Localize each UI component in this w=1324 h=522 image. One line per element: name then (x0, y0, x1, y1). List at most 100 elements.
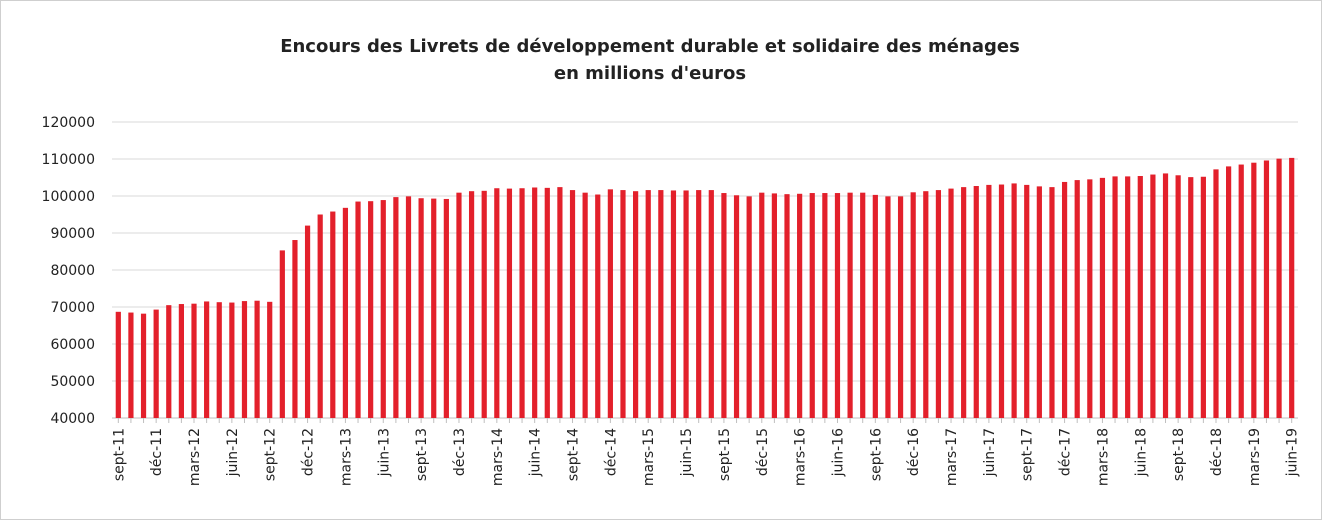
bar (847, 192, 853, 418)
bar (342, 207, 349, 418)
bar (1251, 162, 1257, 418)
x-tick-label: sept-18 (1171, 428, 1187, 481)
y-tick-label: 90000 (50, 226, 95, 242)
bar (1238, 164, 1244, 418)
bar (279, 250, 285, 418)
bar (1137, 176, 1143, 418)
bar (935, 190, 942, 418)
bar (696, 190, 702, 418)
bar (1024, 184, 1030, 418)
bar (393, 197, 399, 418)
bar (380, 200, 386, 418)
bar (910, 192, 916, 418)
bar (658, 190, 664, 418)
bar (923, 191, 929, 418)
bar (569, 190, 576, 418)
bar (633, 191, 639, 418)
chart-subtitle: en millions d'euros (554, 63, 746, 84)
bar (809, 193, 815, 418)
bar (494, 188, 500, 418)
bar (834, 193, 841, 418)
x-tick-label: sept-12 (263, 428, 279, 481)
bar (1061, 181, 1068, 418)
y-tick-label: 50000 (50, 374, 95, 390)
y-tick-label: 40000 (50, 411, 95, 427)
x-tick-label: juin-13 (376, 428, 392, 477)
bar (178, 304, 184, 418)
x-tick-label: déc-11 (149, 428, 165, 476)
bar (948, 188, 954, 418)
bar (708, 190, 714, 418)
x-tick-label: sept-16 (868, 428, 884, 481)
bar (1200, 176, 1206, 418)
bar (292, 240, 298, 418)
bar (1213, 169, 1219, 418)
bar (998, 184, 1005, 418)
x-tick-label: juin-19 (1285, 428, 1301, 477)
bar (1188, 177, 1194, 418)
bar (746, 196, 752, 418)
bar (1276, 158, 1282, 418)
bar (1289, 157, 1295, 418)
bar (1011, 183, 1017, 418)
bar (115, 311, 121, 418)
x-tick-label: mars-15 (641, 428, 657, 486)
x-tick-label: mars-14 (490, 428, 506, 486)
y-tick-label: 70000 (50, 300, 95, 316)
bar (506, 188, 513, 418)
bar (1049, 187, 1055, 418)
bar (368, 201, 374, 418)
x-tick-label: déc-18 (1209, 428, 1225, 476)
y-tick-label: 80000 (50, 263, 95, 279)
y-tick-label: 100000 (42, 189, 95, 205)
x-tick-label: mars-16 (793, 428, 809, 486)
bar (128, 312, 134, 418)
bar (443, 198, 449, 418)
bar (961, 187, 967, 418)
x-tick-label: déc-14 (603, 428, 619, 476)
bar (784, 194, 790, 418)
bar (683, 190, 689, 418)
bar (405, 196, 412, 418)
x-tick-label: déc-16 (906, 428, 922, 476)
bar (418, 198, 424, 418)
bar (1099, 177, 1106, 418)
bar (456, 192, 462, 418)
bar (153, 309, 159, 418)
bar (216, 302, 222, 418)
x-tick-label: mars-17 (944, 428, 960, 486)
bar (1112, 176, 1118, 418)
bar (1162, 173, 1169, 418)
bar (1036, 186, 1042, 418)
bar (481, 190, 487, 418)
x-tick-label: sept-14 (566, 428, 582, 481)
x-tick-label: mars-12 (187, 428, 203, 486)
x-tick-label: sept-13 (414, 428, 430, 481)
bar (241, 301, 248, 418)
bar (1175, 175, 1181, 418)
bar (645, 190, 651, 418)
bar (254, 300, 260, 418)
x-tick-label: juin-16 (830, 428, 846, 477)
bar (355, 201, 361, 418)
bar (582, 192, 588, 418)
x-tick-label: juin-14 (528, 428, 544, 477)
bar (595, 194, 601, 418)
bar (1263, 160, 1270, 419)
x-tick-label: sept-17 (1020, 428, 1036, 481)
bar (557, 187, 563, 418)
x-tick-label: juin-15 (679, 428, 695, 477)
bar (204, 301, 210, 418)
x-tick-label: mars-13 (338, 428, 354, 486)
x-tick-label: sept-11 (111, 428, 127, 481)
x-tick-label: juin-12 (225, 428, 241, 477)
x-tick-label: sept-15 (717, 428, 733, 481)
bar (140, 313, 147, 418)
y-tick-label: 60000 (50, 337, 95, 353)
bar (822, 193, 828, 418)
bar (1150, 174, 1156, 418)
bar (620, 190, 626, 418)
bar (897, 196, 904, 418)
bar (721, 193, 727, 418)
